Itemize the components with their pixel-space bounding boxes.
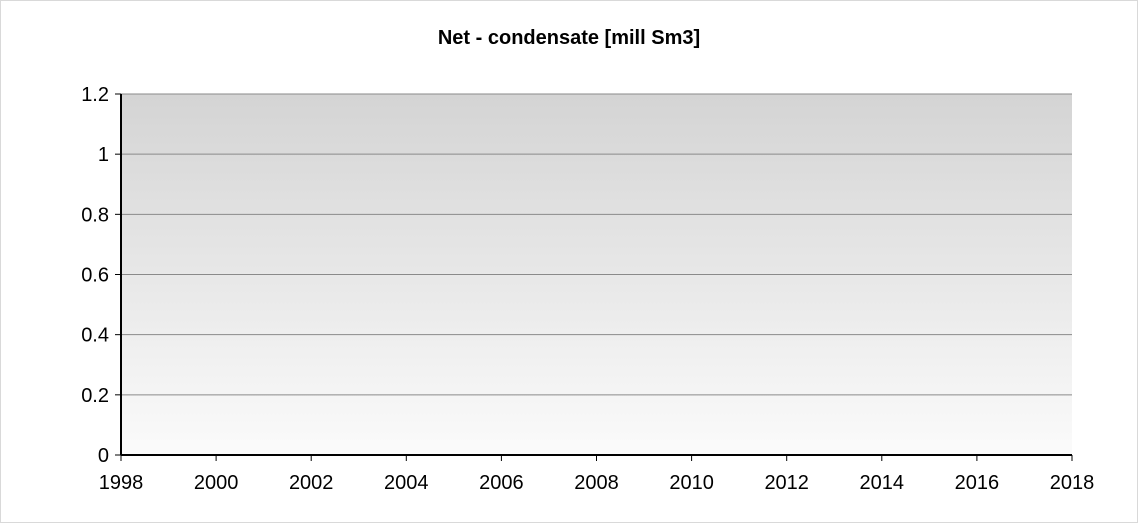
x-tick-label: 2018 [1050,472,1095,494]
x-tick-labels: 1998 2000 2002 2004 2006 2008 2010 2012 2014 2016… [99,472,1095,494]
x-tick-label: 2000 [194,472,239,494]
y-tick-labels: 0 0.2 0.4 0.6 0.8 1 1.2 [81,84,109,467]
chart-title: Net - condensate [mill Sm3] [437,27,701,49]
x-tick-label: 2002 [289,472,334,494]
x-tick-label: 2010 [669,472,714,494]
x-tick-label: 2004 [384,472,429,494]
y-tick-label: 1 [98,144,109,166]
x-tick-label: 2012 [764,472,809,494]
y-tick-label: 1.2 [81,84,109,106]
axes [115,93,1073,461]
y-tick-label: 0 [98,445,109,467]
x-tick-label: 2016 [955,472,1000,494]
x-tick-label: 2008 [574,472,619,494]
x-tick-label: 2006 [479,472,524,494]
y-tick-label: 0.6 [81,265,109,287]
y-tick-label: 0.2 [81,385,109,407]
y-tick-label: 0.4 [81,325,109,347]
x-tick-label: 1998 [99,472,144,494]
gridlines [121,93,1072,396]
x-tick-label: 2014 [860,472,905,494]
y-tick-label: 0.8 [81,204,109,226]
